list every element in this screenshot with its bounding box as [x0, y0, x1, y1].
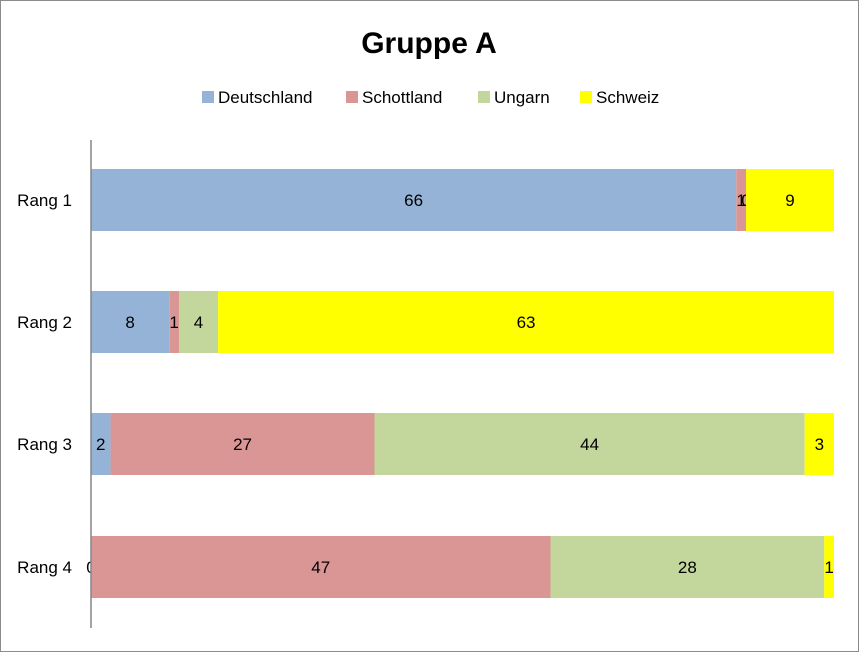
bar-deutschland-rang-3 — [91, 413, 111, 475]
bar-schweiz-rang-2 — [218, 291, 834, 353]
legend-swatch-deutschland — [202, 91, 214, 103]
bar-schottland-rang-2 — [169, 291, 179, 353]
data-label-schweiz-rang-3: 3 — [815, 435, 824, 454]
data-label-ungarn-rang-3: 44 — [580, 435, 599, 454]
bar-schweiz-rang-1 — [746, 169, 834, 231]
legend-label-schweiz: Schweiz — [596, 88, 659, 107]
data-label-schweiz-rang-4: 1 — [824, 558, 833, 577]
data-label-deutschland-rang-1: 66 — [404, 191, 423, 210]
category-label-rang-2: Rang 2 — [17, 313, 72, 332]
legend-label-ungarn: Ungarn — [494, 88, 550, 107]
data-label-schottland-rang-3: 27 — [233, 435, 252, 454]
legend-label-schottland: Schottland — [362, 88, 442, 107]
data-label-deutschland-rang-2: 8 — [125, 313, 134, 332]
bar-schweiz-rang-4 — [824, 536, 834, 598]
category-label-rang-1: Rang 1 — [17, 191, 72, 210]
legend-swatch-ungarn — [478, 91, 490, 103]
bar-schottland-rang-3 — [110, 413, 375, 475]
legend: Deutschland Schottland Ungarn Schweiz — [202, 88, 659, 107]
data-label-ungarn-rang-4: 28 — [678, 558, 697, 577]
category-label-rang-3: Rang 3 — [17, 435, 72, 454]
bar-ungarn-rang-3 — [374, 413, 805, 475]
chart-title: Gruppe A — [361, 27, 497, 60]
data-label-schottland-rang-2: 1 — [169, 313, 178, 332]
bar-schottland-rang-1 — [736, 169, 747, 231]
data-label-schweiz-rang-1: 9 — [785, 191, 794, 210]
bar-ungarn-rang-2 — [178, 291, 219, 353]
data-label-deutschland-rang-3: 2 — [96, 435, 105, 454]
data-label-ungarn-rang-2: 4 — [194, 313, 203, 332]
bar-deutschland-rang-1 — [91, 169, 737, 231]
data-label-schottland-rang-1: 1 — [736, 191, 745, 210]
category-label-rang-4: Rang 4 — [17, 558, 72, 577]
legend-label-deutschland: Deutschland — [218, 88, 313, 107]
bar-schweiz-rang-3 — [804, 413, 834, 475]
legend-swatch-schweiz — [580, 91, 592, 103]
data-label-schottland-rang-4: 47 — [311, 558, 330, 577]
bar-schottland-rang-4 — [91, 536, 551, 598]
bar-deutschland-rang-2 — [91, 291, 170, 353]
data-label-schweiz-rang-2: 63 — [517, 313, 536, 332]
bar-ungarn-rang-4 — [550, 536, 825, 598]
legend-swatch-schottland — [346, 91, 358, 103]
